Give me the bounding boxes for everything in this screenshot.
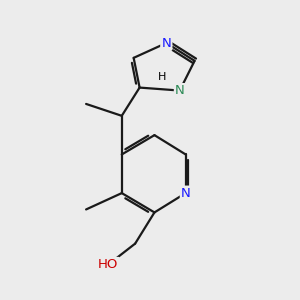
Text: N: N — [181, 187, 190, 200]
Text: H: H — [158, 72, 166, 82]
Text: N: N — [161, 37, 171, 50]
Text: N: N — [161, 37, 171, 50]
Text: HO: HO — [98, 258, 119, 271]
Text: N: N — [175, 84, 184, 97]
